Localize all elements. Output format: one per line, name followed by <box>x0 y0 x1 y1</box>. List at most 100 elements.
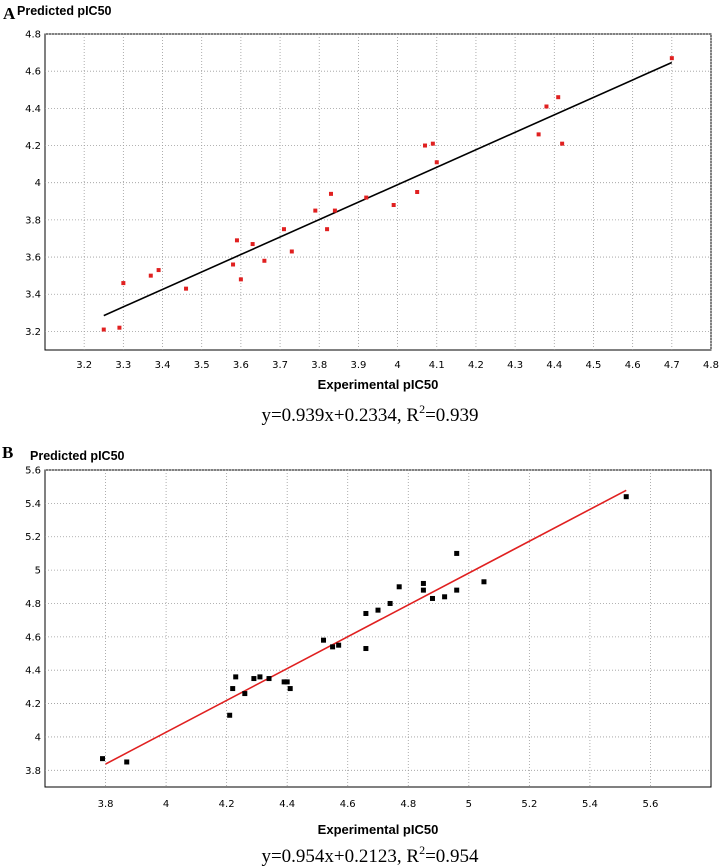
y-tick-label: 4.8 <box>25 30 41 41</box>
x-tick-label: 4.6 <box>625 360 641 371</box>
fit-line-b <box>105 489 627 765</box>
data-point <box>257 674 263 680</box>
grid-b <box>45 469 711 787</box>
data-point <box>429 595 435 601</box>
data-point <box>117 325 122 330</box>
x-tick-label: 3.6 <box>233 360 249 371</box>
data-point <box>148 273 153 278</box>
x-tick-label: 4.5 <box>586 360 602 371</box>
data-point <box>375 607 381 613</box>
data-points-a <box>101 56 674 332</box>
data-point <box>233 674 239 680</box>
x-tick-label: 4.2 <box>219 799 235 810</box>
y-tick-label: 4.4 <box>25 666 41 677</box>
x-tick-label: 4.3 <box>507 360 523 371</box>
data-point <box>560 141 565 146</box>
y-ticks-b: 3.8 4 4.2 4.4 4.6 4.8 5 5.2 5.4 5.6 <box>25 466 41 777</box>
data-point <box>328 191 333 196</box>
x-tick-label: 5.2 <box>521 799 537 810</box>
data-point <box>287 686 293 692</box>
data-point <box>420 587 426 593</box>
data-point <box>230 686 236 692</box>
x-tick-label: 4.4 <box>546 360 562 371</box>
x-tick-label: 4.1 <box>429 360 445 371</box>
data-point <box>330 644 336 650</box>
data-point <box>231 262 236 267</box>
y-tick-label: 3.8 <box>25 766 41 777</box>
x-tick-label: 3.4 <box>155 360 171 371</box>
data-point <box>556 95 561 100</box>
x-tick-label: 3.8 <box>311 360 327 371</box>
data-point <box>250 242 255 247</box>
x-tick-label: 3.2 <box>76 360 92 371</box>
x-tick-label: 4.8 <box>703 360 719 371</box>
chart-panel-a: A Predicted pIC50 3.2 3.4 3.6 3.8 4 4.2 4.4 4.6… <box>3 4 719 426</box>
data-point <box>391 203 396 208</box>
data-point <box>363 646 369 652</box>
data-point <box>325 227 330 232</box>
y-tick-label: 3.2 <box>25 327 41 338</box>
regression-equation-b: y=0.954x+0.2123, R2=0.954 <box>261 843 479 867</box>
grid-a <box>45 33 712 350</box>
x-tick-label: 5 <box>466 799 472 810</box>
data-point <box>242 691 248 697</box>
data-point <box>623 494 629 500</box>
data-point <box>442 594 448 600</box>
x-tick-label: 3.7 <box>272 360 288 371</box>
x-ticks-b: 3.8 4 4.2 4.4 4.6 4.8 5 5.2 5.4 5.6 <box>98 799 659 810</box>
x-tick-label: 3.8 <box>98 799 114 810</box>
x-tick-label: 4 <box>394 360 400 371</box>
regression-line <box>103 61 673 317</box>
data-point <box>321 637 327 643</box>
data-point <box>266 676 272 682</box>
x-axis-label-b: Experimental pIC50 <box>318 822 439 837</box>
y-tick-label: 3.4 <box>25 290 41 301</box>
fit-line-a <box>103 61 673 317</box>
data-point <box>234 238 239 243</box>
data-point <box>281 679 287 685</box>
regression-equation-a: y=0.939x+0.2334, R2=0.939 <box>261 402 478 426</box>
data-point <box>481 579 487 585</box>
data-points-b <box>100 494 629 765</box>
y-tick-label: 4.4 <box>25 104 41 115</box>
y-tick-label: 4 <box>35 732 41 743</box>
y-tick-label: 4.8 <box>25 599 41 610</box>
data-point <box>284 679 290 685</box>
y-axis-label-a: Predicted pIC50 <box>17 4 112 18</box>
data-point <box>396 584 402 590</box>
panel-letter-a: A <box>3 4 16 23</box>
equation-text-a: y=0.939x+0.2334, R <box>261 405 419 426</box>
data-point <box>430 141 435 146</box>
y-axis-label-b: Predicted pIC50 <box>30 449 125 463</box>
panel-letter-b: B <box>2 443 13 462</box>
x-tick-label: 5.4 <box>582 799 598 810</box>
equation-tail-a: =0.939 <box>425 405 478 426</box>
y-tick-label: 4 <box>35 178 41 189</box>
equation-text-b: y=0.954x+0.2123, R <box>261 846 419 867</box>
equation-sup-b: 2 <box>419 843 425 857</box>
y-ticks-a: 3.2 3.4 3.6 3.8 4 4.2 4.4 4.6 4.8 <box>25 30 41 338</box>
data-point <box>387 600 393 606</box>
data-point <box>669 56 674 61</box>
y-tick-label: 5.2 <box>25 532 41 543</box>
x-tick-label: 4 <box>163 799 169 810</box>
y-tick-label: 4.6 <box>25 67 41 78</box>
plot-frame-b <box>44 469 712 788</box>
data-point <box>536 132 541 137</box>
y-tick-label: 5 <box>35 566 41 577</box>
data-point <box>289 249 294 254</box>
x-tick-label: 4.4 <box>279 799 295 810</box>
data-point <box>262 258 267 263</box>
x-tick-label: 4.6 <box>340 799 356 810</box>
x-tick-label: 4.7 <box>664 360 680 371</box>
x-tick-label: 4.8 <box>400 799 416 810</box>
data-point <box>238 277 243 282</box>
data-point <box>156 268 161 273</box>
data-point <box>313 208 318 213</box>
equation-sup-a: 2 <box>419 402 425 416</box>
data-point <box>363 610 369 616</box>
data-point <box>423 143 428 148</box>
y-tick-label: 4.6 <box>25 632 41 643</box>
data-point <box>336 642 342 648</box>
